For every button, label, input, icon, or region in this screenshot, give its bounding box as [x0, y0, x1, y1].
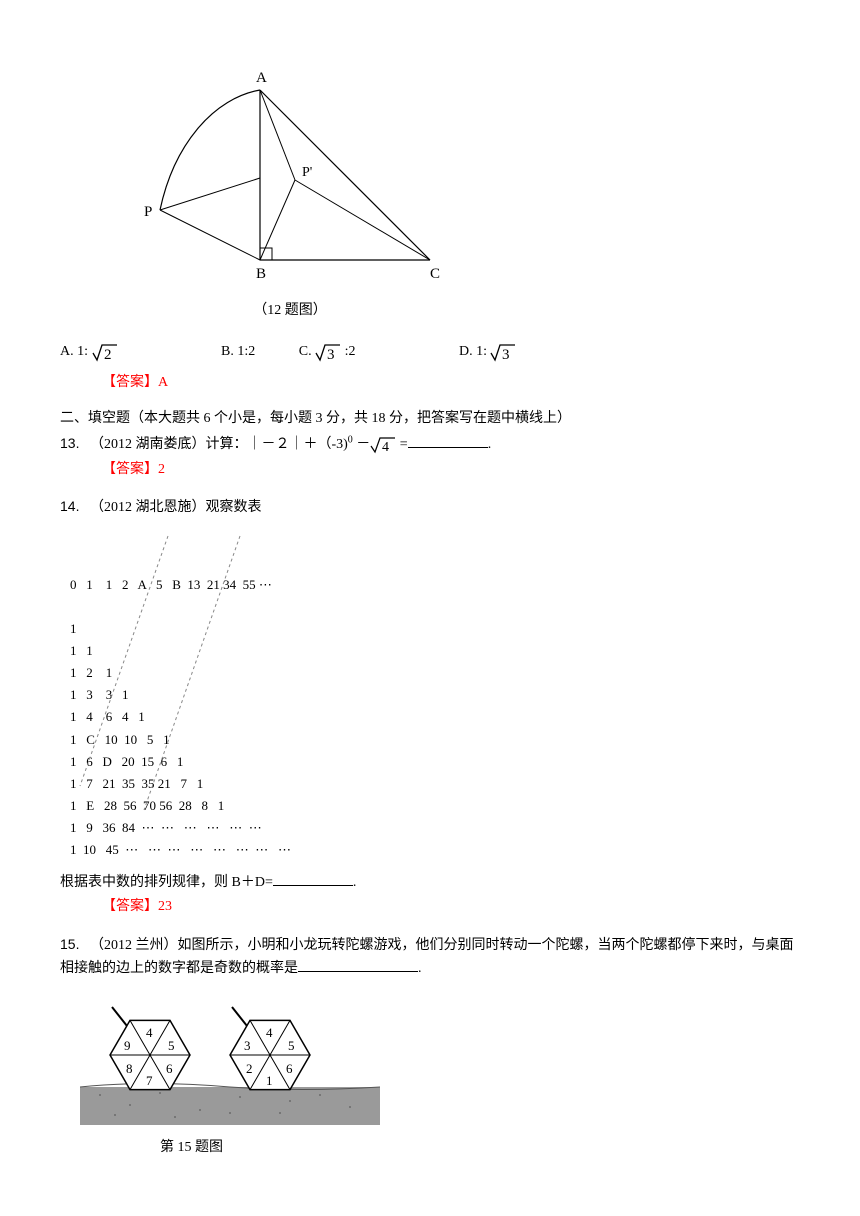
diag-lines — [70, 530, 370, 815]
svg-text:3: 3 — [244, 1038, 251, 1053]
pascal-row-6: 1 4 6 4 1 — [70, 709, 145, 724]
label-P: P — [144, 204, 152, 220]
q14: 14. （2012 湖北恩施）观察数表 — [60, 495, 800, 519]
pascal-row-3: 1 1 — [70, 643, 93, 658]
choice-C-pre: C. — [299, 344, 312, 359]
q12-figure: A B C P P' （12 题图） — [130, 60, 800, 323]
svg-text:2: 2 — [104, 347, 112, 363]
q15-num: 15. — [60, 936, 79, 952]
label-A: A — [256, 70, 267, 86]
svg-text:7: 7 — [146, 1073, 153, 1088]
q15-source: （2012 兰州）如图所示，小明和小龙玩转陀螺游戏，他们分别同时转动一个陀螺，当… — [60, 938, 793, 976]
sqrt-2-icon: 2 — [92, 341, 118, 363]
q15-figure: 4 5 6 7 8 9 4 5 6 1 2 3 第 15 题图 — [80, 995, 800, 1160]
svg-text:5: 5 — [288, 1038, 295, 1053]
svg-text:3: 3 — [327, 347, 335, 363]
triangle-diagram: A B C P P' — [130, 60, 450, 290]
q13-blank — [408, 433, 488, 448]
svg-text:6: 6 — [166, 1061, 173, 1076]
pascal-row-12: 1 10 45 ⋯ ⋯ ⋯ ⋯ ⋯ ⋯ ⋯ ⋯ — [70, 842, 291, 857]
svg-text:4: 4 — [266, 1025, 273, 1040]
hexagon-spinners: 4 5 6 7 8 9 4 5 6 1 2 3 — [80, 995, 380, 1125]
hexagon-right: 4 5 6 1 2 3 — [230, 1007, 310, 1090]
svg-text:2: 2 — [246, 1061, 253, 1076]
pascal-row-11: 1 9 36 84 ⋯ ⋯ ⋯ ⋯ ⋯ ⋯ — [70, 820, 262, 835]
pascal-row-8: 1 6 D 20 15 6 1 — [70, 754, 183, 769]
q12-caption: （12 题图） — [130, 300, 450, 322]
q15: 15. （2012 兰州）如图所示，小明和小龙玩转陀螺游戏，他们分别同时转动一个… — [60, 933, 800, 981]
q13-source: （2012 湖南娄底）计算：｜－２｜＋（-3) — [90, 437, 348, 452]
q14-answer: 【答案】23 — [102, 896, 800, 918]
choice-D-text: D. 1: — [459, 344, 491, 359]
q13-num: 13. — [60, 435, 79, 451]
sqrt-3b-icon: 3 — [490, 341, 516, 363]
q13-answer: 【答案】2 — [102, 459, 800, 481]
pascal-row-2: 1 — [70, 621, 77, 636]
svg-text:5: 5 — [168, 1038, 175, 1053]
q12-choices: A. 1: 2 B. 1:2 C. 3 :2 D. 1: 3 — [60, 341, 800, 364]
label-C: C — [430, 266, 440, 282]
label-Pprime: P' — [302, 165, 312, 180]
svg-text:6: 6 — [286, 1061, 293, 1076]
svg-text:4: 4 — [382, 440, 389, 455]
hexagon-left: 4 5 6 7 8 9 — [110, 1007, 190, 1090]
pascal-row-0: 0 1 1 2 A 5 B 13 21 34 55 ⋯ — [70, 577, 272, 592]
choice-C-post: :2 — [345, 344, 356, 359]
pascal-row-10: 1 E 28 56 70 56 28 8 1 — [70, 798, 224, 813]
choice-B-text: B. 1:2 — [221, 341, 255, 363]
q13: 13. （2012 湖南娄底）计算：｜－２｜＋（-3)0 － 4 =. — [60, 432, 800, 456]
q12-answer: 【答案】A — [102, 372, 800, 394]
pascal-row-4: 1 2 1 — [70, 665, 112, 680]
label-B: B — [256, 266, 266, 282]
choice-A-text: A. 1: — [60, 344, 88, 359]
q14-source: （2012 湖北恩施）观察数表 — [90, 500, 262, 515]
sqrt-3-icon: 3 — [315, 341, 341, 363]
svg-text:8: 8 — [126, 1061, 133, 1076]
pascal-table: 0 1 1 2 A 5 B 13 21 34 55 ⋯ 1 1 1 1 2 1 … — [70, 530, 800, 861]
section2-title: 二、填空题（本大题共 6 个小是，每小题 3 分，共 18 分，把答案写在题中横… — [60, 408, 800, 430]
sqrt-4-icon: 4 — [370, 435, 396, 455]
q14-tail: 根据表中数的排列规律，则 B＋D=. — [60, 871, 800, 894]
svg-text:3: 3 — [502, 347, 510, 363]
pascal-row-5: 1 3 3 1 — [70, 687, 129, 702]
svg-text:4: 4 — [146, 1025, 153, 1040]
svg-text:9: 9 — [124, 1038, 131, 1053]
q15-caption: 第 15 题图 — [160, 1137, 800, 1159]
pascal-row-7: 1 C 10 10 5 1 — [70, 732, 170, 747]
pascal-row-9: 1 7 21 35 35 21 7 1 — [70, 776, 203, 791]
q14-num: 14. — [60, 498, 79, 514]
q15-blank — [298, 957, 418, 972]
svg-text:1: 1 — [266, 1073, 273, 1088]
q14-blank — [273, 871, 353, 886]
